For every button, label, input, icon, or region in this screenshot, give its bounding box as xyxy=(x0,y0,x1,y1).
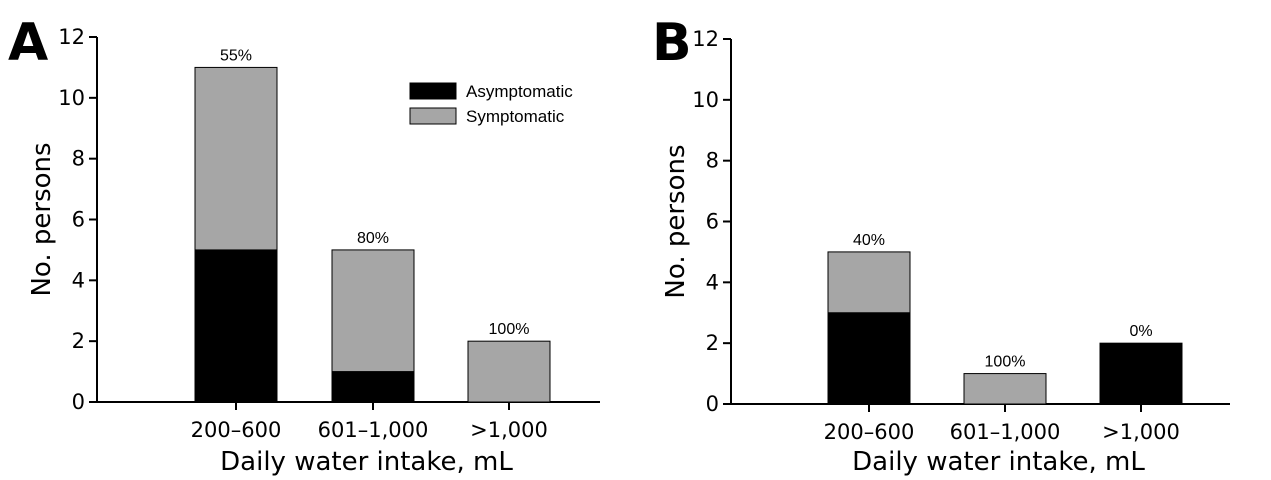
panel-b-bar-asymptomatic-0 xyxy=(827,312,911,405)
panel-b-y-tick-label: 6 xyxy=(706,210,719,234)
panel-a-bar-symptomatic-2 xyxy=(467,340,551,403)
panel-a-y-tick-label: 10 xyxy=(58,86,85,110)
panel-b-bar-symptomatic-1 xyxy=(963,373,1047,405)
panel-a-legend-swatch-symptomatic xyxy=(409,107,457,125)
panel-b-x-tick-label: 601–1,000 xyxy=(950,420,1061,444)
panel-b-y-tick-label: 2 xyxy=(706,331,719,355)
panel-a-y-tick-label: 2 xyxy=(72,329,85,353)
panel-a-y-tick-label: 12 xyxy=(58,25,85,49)
panel-b-bar-label: 0% xyxy=(1129,323,1152,340)
panel-a-y-tick-label: 8 xyxy=(72,147,85,171)
panel-a-legend-swatch-asymptomatic xyxy=(409,82,457,100)
panel-a-bar-label: 80% xyxy=(357,230,389,247)
panel-a-bar-label: 55% xyxy=(220,47,252,64)
panel-a-bar-label: 100% xyxy=(489,321,530,338)
panel-a-y-tick-label: 0 xyxy=(72,390,85,414)
panel-a-y-tick-label: 6 xyxy=(72,208,85,232)
panel-b-y-tick-label: 12 xyxy=(692,27,719,51)
panel-a-y-tick-label: 4 xyxy=(72,268,85,292)
panel-a-x-tick-label: >1,000 xyxy=(470,418,548,442)
panel-b-y-tick-label: 0 xyxy=(706,392,719,416)
panel-a-y-axis-title: No. persons xyxy=(27,142,57,296)
panel-a-x-tick-label: 200–600 xyxy=(191,418,282,442)
panel-b-bar-asymptomatic-2 xyxy=(1099,342,1183,405)
panel-a-bar-asymptomatic-1 xyxy=(331,371,415,403)
panel-b-letter: B xyxy=(652,13,692,73)
panel-b-y-tick-label: 8 xyxy=(706,149,719,173)
panel-a-legend-label: Symptomatic xyxy=(466,107,565,126)
panel-b-x-tick-label: 200–600 xyxy=(824,420,915,444)
panel-a-bar-symptomatic-0 xyxy=(194,66,278,251)
panel-a-legend-label: Asymptomatic xyxy=(466,82,573,101)
panel-b-y-tick-label: 4 xyxy=(706,270,719,294)
panel-a-bar-symptomatic-1 xyxy=(331,249,415,373)
panel-b-x-axis-title: Daily water intake, mL xyxy=(852,447,1145,477)
panel-b-bar-label: 100% xyxy=(985,354,1026,371)
panel-a-x-axis-title: Daily water intake, mL xyxy=(220,447,513,477)
panel-a-x-tick-label: 601–1,000 xyxy=(318,418,429,442)
panel-b-bar-symptomatic-0 xyxy=(827,251,911,314)
panel-a-letter: A xyxy=(8,13,48,73)
panel-a-bar-asymptomatic-0 xyxy=(194,249,278,403)
panel-b-y-tick-label: 10 xyxy=(692,88,719,112)
panel-b-bar-label: 40% xyxy=(853,232,885,249)
panel-b-x-tick-label: >1,000 xyxy=(1102,420,1180,444)
panel-b-y-axis-title: No. persons xyxy=(661,144,691,298)
